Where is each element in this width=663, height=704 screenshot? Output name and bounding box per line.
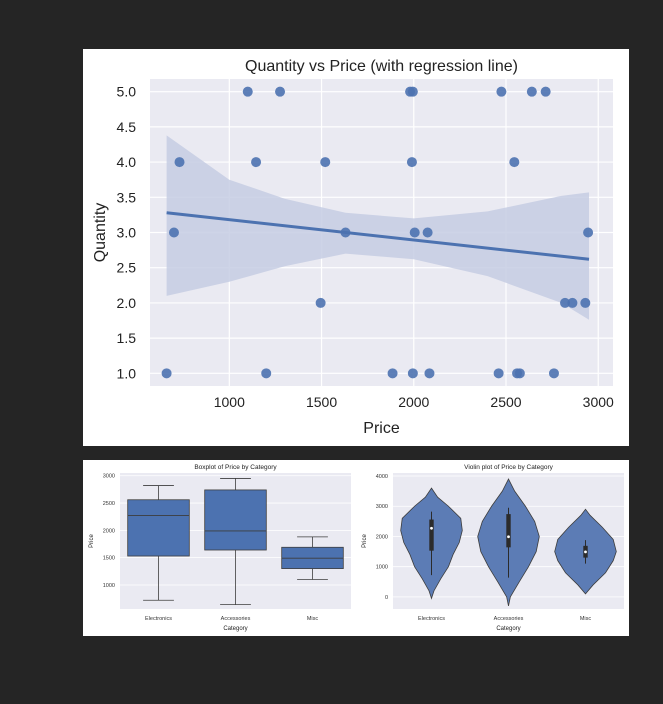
data-point (567, 297, 578, 308)
scatter-regression-chart: 1000 1500 2000 2500 3000 1.0 1.5 2.0 2.5 3.0 3.5 4.… (92, 58, 614, 437)
data-point (514, 368, 525, 379)
data-point (242, 86, 253, 97)
data-point (251, 157, 262, 168)
violin-chart-panel: 0 1000 2000 3000 4000 Electronics Accessories M… (356, 460, 629, 636)
chart-title: Quantity vs Price (with regression line) (245, 58, 518, 75)
violin-median (430, 526, 433, 530)
y-tick-label: 4.5 (117, 119, 137, 135)
y-axis-label: Quantity (92, 203, 109, 263)
scatter-regression-chart-panel: 1000 1500 2000 2500 3000 1.0 1.5 2.0 2.5 3.0 3.5 4.… (83, 49, 629, 446)
boxplot-chart: 1000 1500 2000 2500 3000 Electronics Accessori… (89, 464, 351, 632)
data-point (315, 297, 326, 308)
y-tick-label: 4.0 (117, 154, 137, 170)
violin-inner-box (429, 519, 434, 551)
x-tick-label: Misc (307, 616, 319, 622)
data-point (168, 227, 179, 238)
data-point (424, 368, 435, 379)
data-point (407, 86, 418, 97)
x-tick-label: 2000 (398, 394, 429, 410)
data-point (560, 297, 571, 308)
y-tick-label: 2.0 (117, 295, 137, 311)
y-tick-label: 2500 (103, 501, 115, 507)
data-point (583, 227, 594, 238)
data-point (496, 86, 507, 97)
x-tick-label: Accessories (494, 616, 524, 622)
y-axis-label: Price (362, 534, 368, 548)
data-point (387, 368, 398, 379)
data-point (275, 86, 286, 97)
data-point (406, 157, 417, 168)
x-tick-label: 2500 (490, 394, 521, 410)
x-axis-label: Price (363, 420, 400, 437)
data-point (161, 368, 172, 379)
data-point (493, 368, 504, 379)
x-tick-label: 3000 (583, 394, 614, 410)
data-point (548, 368, 559, 379)
violin-inner-box (506, 514, 511, 548)
y-tick-label: 3000 (376, 504, 388, 510)
boxplot-chart-panel: 1000 1500 2000 2500 3000 Electronics Accessori… (83, 460, 356, 636)
data-point (422, 227, 433, 238)
violin-chart: 0 1000 2000 3000 4000 Electronics Accessories M… (362, 464, 624, 632)
data-point (320, 157, 331, 168)
regression-line (166, 211, 590, 261)
x-tick-label: Accessories (221, 616, 251, 622)
x-axis-label: Category (496, 626, 520, 632)
x-tick-label: 1500 (306, 394, 337, 410)
data-point (580, 297, 591, 308)
x-tick-label: Electronics (145, 616, 172, 622)
chart-title: Boxplot of Price by Category (194, 464, 277, 471)
data-point (407, 368, 418, 379)
y-tick-label: 1.5 (117, 330, 137, 346)
y-tick-label: 2000 (103, 528, 115, 534)
violin-median (507, 535, 510, 539)
x-tick-label: Misc (580, 616, 592, 622)
x-axis-label: Category (223, 626, 247, 632)
y-tick-label: 1.0 (117, 365, 137, 381)
y-tick-label: 1000 (376, 565, 388, 571)
data-point (174, 157, 185, 168)
chart-title: Violin plot of Price by Category (464, 464, 554, 471)
box (127, 499, 190, 557)
y-axis-label: Price (89, 534, 95, 548)
y-tick-label: 4000 (376, 474, 388, 480)
y-tick-label: 2.5 (117, 260, 137, 276)
y-tick-label: 1000 (103, 583, 115, 589)
data-point (526, 86, 537, 97)
data-point (509, 157, 520, 168)
y-tick-label: 0 (385, 595, 388, 601)
data-point (540, 86, 551, 97)
box (204, 489, 267, 551)
data-point (340, 227, 351, 238)
y-tick-label: 5.0 (117, 84, 137, 100)
violin-median (584, 550, 587, 554)
confidence-band (166, 135, 590, 320)
y-tick-label: 2000 (376, 534, 388, 540)
x-tick-label: Electronics (418, 616, 445, 622)
data-point (409, 227, 420, 238)
y-tick-label: 3000 (103, 474, 115, 480)
y-tick-label: 3.0 (117, 225, 137, 241)
y-tick-label: 1500 (103, 556, 115, 562)
data-point (261, 368, 272, 379)
y-tick-label: 3.5 (117, 189, 137, 205)
x-tick-label: 1000 (214, 394, 245, 410)
